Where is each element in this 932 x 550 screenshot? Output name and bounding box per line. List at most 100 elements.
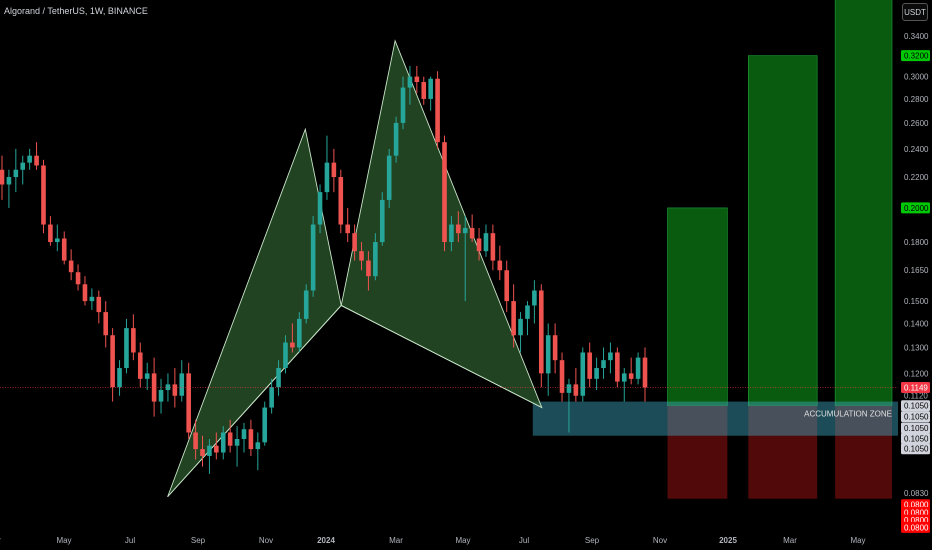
price-axis: 0.3400 0.3000 0.2800 0.2600 0.2400 0.2200 0.18…: [898, 0, 932, 550]
candle-body: [110, 335, 115, 388]
candle: [186, 362, 191, 440]
candle: [193, 419, 198, 460]
candle-body: [55, 238, 60, 243]
candle-body: [82, 284, 88, 302]
candle-body: [6, 177, 12, 185]
candle: [421, 76, 427, 105]
candle: [566, 378, 572, 433]
candle: [580, 347, 586, 402]
candle-body: [103, 312, 109, 336]
candle: [269, 378, 274, 414]
candle: [476, 227, 482, 261]
candle-body: [518, 318, 523, 336]
candle-body: [601, 360, 606, 369]
time-tick: Sep: [191, 536, 206, 545]
price-tags: 0.32000.20000.11490.10500.10500.10500.10…: [901, 50, 930, 533]
candle-body: [234, 439, 240, 446]
candle: [525, 301, 530, 336]
price-tag-label: 0.0800: [904, 501, 929, 510]
candle: [20, 155, 26, 185]
price-tick: 0.1400: [904, 319, 929, 328]
candle: [504, 260, 510, 313]
price-tag-label: 0.1050: [904, 402, 929, 411]
candle: [587, 342, 592, 388]
candle-body: [144, 373, 150, 379]
candle-body: [621, 373, 627, 382]
candle: [172, 368, 178, 408]
candle-body: [532, 290, 537, 306]
price-tag-label: 0.1050: [904, 434, 929, 443]
time-tick: Nov: [259, 536, 273, 545]
candle: [248, 419, 254, 456]
time-tick: 2025: [719, 536, 737, 545]
price-axis-bg: [898, 0, 932, 550]
candle-body: [476, 238, 482, 252]
candle-body: [262, 407, 268, 443]
candle: [13, 148, 19, 193]
candle-body: [407, 76, 413, 88]
candle-body: [68, 260, 74, 273]
time-tick: Mar: [389, 536, 403, 545]
candle-body: [456, 224, 461, 234]
accumulation-zone-box: [532, 401, 898, 436]
candle: [338, 169, 344, 234]
target-stop-3: [835, 405, 892, 499]
candle: [234, 426, 240, 467]
candle: [34, 142, 39, 170]
price-tick: 0.1650: [904, 266, 929, 275]
candle-body: [13, 169, 19, 178]
candle-body: [642, 357, 648, 388]
candle: [82, 276, 88, 306]
candle: [110, 328, 115, 402]
candle: [144, 362, 150, 391]
candle: [241, 422, 247, 453]
candle-body: [20, 162, 26, 170]
currency-button[interactable]: USDT: [902, 3, 928, 21]
candle: [131, 314, 136, 361]
candle: [442, 135, 447, 252]
candle: [462, 216, 468, 302]
candle-body: [158, 390, 164, 402]
accumulation-zone-label: ACCUMULATION ZONE: [804, 410, 892, 419]
candle: [414, 65, 420, 94]
candle: [324, 135, 330, 200]
candle: [483, 224, 489, 257]
candle-body: [490, 233, 496, 261]
candle-body: [511, 301, 516, 336]
candle: [559, 352, 565, 402]
price-tag-label: 0.0800: [904, 516, 929, 525]
candle-body: [573, 384, 579, 396]
candle-body: [241, 429, 247, 440]
price-tick: 0.1800: [904, 238, 929, 247]
candle: [615, 347, 620, 388]
candle-body: [317, 192, 323, 225]
candle: [511, 284, 516, 348]
candle-body: [635, 357, 641, 379]
candle: [635, 352, 641, 385]
candle-body: [331, 162, 337, 178]
price-tag: [901, 202, 930, 214]
candle: [331, 148, 337, 193]
accumulation-zone: ACCUMULATION ZONE: [532, 401, 898, 436]
time-tick: Jul: [125, 536, 135, 545]
price-tick: 0.2400: [904, 145, 929, 154]
price-tag: [901, 50, 930, 62]
price-tag-label: 0.0800: [904, 523, 929, 532]
candlesticks: [0, 65, 648, 474]
candle-body: [89, 296, 95, 302]
candle-body: [179, 373, 185, 396]
time-tick: Mar: [0, 536, 1, 545]
candle: [227, 419, 233, 453]
candle-body: [48, 224, 53, 243]
candle: [55, 224, 60, 252]
candle: [345, 207, 350, 243]
candle: [0, 155, 5, 200]
candle-body: [269, 387, 274, 408]
candle: [386, 148, 392, 208]
candle-body: [75, 272, 81, 285]
candle: [179, 360, 185, 402]
time-tick: May: [56, 536, 71, 545]
candle: [393, 116, 399, 163]
price-tick: 0.1120: [904, 392, 928, 401]
